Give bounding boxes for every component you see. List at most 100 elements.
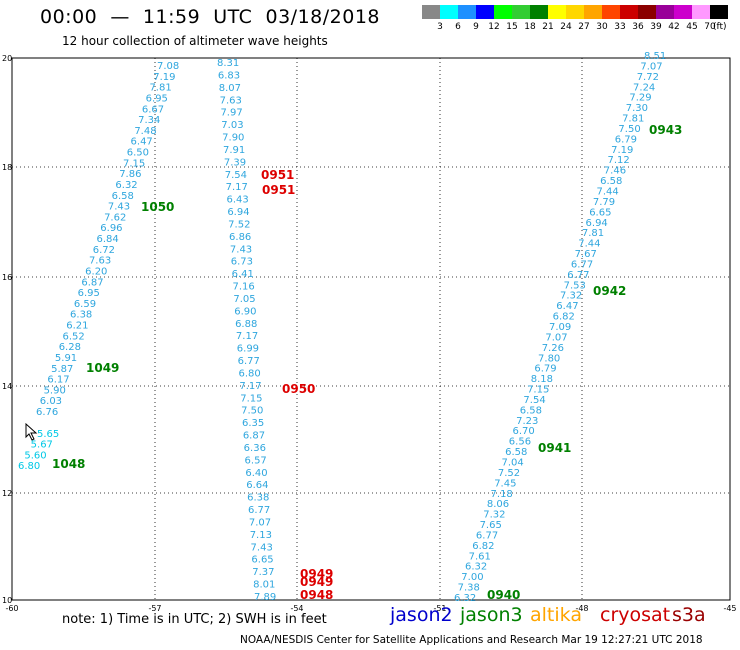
wave-height-value: 6.87 <box>243 431 265 442</box>
wave-height-value: 7.45 <box>494 478 516 489</box>
wave-height-value: 6.82 <box>553 312 575 323</box>
wave-height-value: 7.43 <box>108 202 130 213</box>
wave-height-value: 7.15 <box>527 385 549 396</box>
wave-height-value: 7.00 <box>461 572 483 583</box>
legend-swatch <box>656 5 674 19</box>
wave-height-value: 6.21 <box>66 321 88 332</box>
wave-height-value: 7.34 <box>138 115 160 126</box>
x-tick-label: -51 <box>433 604 446 613</box>
pass-time-label: 1050 <box>141 200 174 214</box>
legend-label: 24 <box>560 22 572 32</box>
wave-height-value: 7.18 <box>491 489 513 500</box>
wave-height-value: 6.52 <box>62 331 84 342</box>
wave-height-value: 6.80 <box>18 461 40 472</box>
legend-label: 33 <box>614 22 626 32</box>
wave-height-value: 6.58 <box>505 447 527 458</box>
satellite-name-s3a: s3a <box>672 604 706 626</box>
legend-swatch <box>494 5 512 19</box>
wave-height-value: 8.07 <box>219 83 241 94</box>
wave-height-value: 6.96 <box>100 223 122 234</box>
wave-height-value: 7.30 <box>626 103 648 114</box>
wave-height-value: 7.17 <box>236 331 258 342</box>
legend-label: 45 <box>686 22 698 32</box>
wave-height-value: 7.09 <box>549 322 571 333</box>
wave-height-value: 6.86 <box>229 232 251 243</box>
wave-height-value: 7.81 <box>149 83 171 94</box>
wave-height-value: 6.72 <box>93 245 115 256</box>
pass-time-label: 0950 <box>282 382 315 396</box>
legend-label: 15 <box>506 22 518 32</box>
legend-swatch <box>512 5 530 19</box>
wave-height-value: 7.54 <box>523 395 545 406</box>
wave-height-value: 7.91 <box>223 145 245 156</box>
wave-height-value: 8.18 <box>531 374 553 385</box>
wave-height-value: 6.65 <box>589 207 611 218</box>
legend-label: 9 <box>473 22 479 32</box>
satellite-name-cryosat: cryosat <box>600 604 671 626</box>
wave-height-value: 7.05 <box>233 294 255 305</box>
wave-height-value: 5.91 <box>55 353 77 364</box>
wave-height-value: 7.15 <box>240 393 262 404</box>
y-tick-label: 10 <box>2 596 12 605</box>
wave-height-value: 8.31 <box>217 58 239 69</box>
wave-height-value: 6.35 <box>242 418 264 429</box>
footer-credit: NOAA/NESDIS Center for Satellite Applica… <box>240 634 703 646</box>
wave-height-value: 6.40 <box>245 468 267 479</box>
wave-height-value: 7.72 <box>637 72 659 83</box>
legend-swatch <box>710 5 728 19</box>
y-tick-label: 16 <box>2 273 12 282</box>
legend-label: 36 <box>632 22 644 32</box>
legend-swatch <box>530 5 548 19</box>
wave-height-value: 7.80 <box>538 353 560 364</box>
wave-height-value: 7.03 <box>221 120 243 131</box>
pass-time-label: 0949 <box>300 575 333 589</box>
legend-swatch <box>458 5 476 19</box>
wave-height-value: 8.51 <box>644 51 666 62</box>
wave-height-value: 7.44 <box>578 239 600 250</box>
pass-time-label: 0942 <box>593 284 626 298</box>
wave-height-value: 7.97 <box>220 108 242 119</box>
wave-height-value: 6.41 <box>232 269 254 280</box>
legend-label: 18 <box>524 22 536 32</box>
wave-height-value: 5.60 <box>24 450 46 461</box>
pass-time-label: 0951 <box>262 183 295 197</box>
wave-height-value: 6.28 <box>59 342 81 353</box>
wave-height-value: 7.17 <box>239 381 261 392</box>
wave-height-value: 7.07 <box>640 61 662 72</box>
wave-height-value: 7.46 <box>604 166 626 177</box>
satellite-name-jason2: jason2 <box>390 604 453 626</box>
wave-height-value: 7.17 <box>226 182 248 193</box>
wave-height-value: 6.79 <box>534 364 556 375</box>
legend-label: 42 <box>668 22 680 32</box>
wave-height-value: 7.50 <box>241 406 263 417</box>
wave-height-value: 7.81 <box>622 114 644 125</box>
pass-time-label: 0941 <box>538 441 571 455</box>
wave-height-value: 6.50 <box>127 148 149 159</box>
wave-height-value: 6.59 <box>74 299 96 310</box>
y-tick-label: 14 <box>2 382 12 391</box>
wave-height-value: 7.32 <box>483 510 505 521</box>
wave-height-value: 6.79 <box>615 134 637 145</box>
legend-label: 6 <box>455 22 461 32</box>
legend-swatch <box>566 5 584 19</box>
legend-swatch <box>638 5 656 19</box>
y-tick-label: 18 <box>2 163 12 172</box>
wave-height-value: 7.67 <box>575 249 597 260</box>
wave-height-value: 7.54 <box>225 170 247 181</box>
wave-height-value: 6.83 <box>218 70 240 81</box>
wave-height-value: 6.70 <box>512 426 534 437</box>
wave-height-value: 6.47 <box>556 301 578 312</box>
wave-height-value: 7.08 <box>157 61 179 72</box>
wave-height-value: 7.24 <box>633 82 655 93</box>
wave-height-value: 7.29 <box>629 93 651 104</box>
wave-height-value: 6.58 <box>520 405 542 416</box>
page-subtitle: 12 hour collection of altimeter wave hei… <box>62 34 328 48</box>
wave-height-value: 7.39 <box>224 157 246 168</box>
wave-height-value: 6.77 <box>567 270 589 281</box>
legend-swatch <box>476 5 494 19</box>
legend-swatch <box>602 5 620 19</box>
wave-height-value: 7.15 <box>123 158 145 169</box>
wave-height-value: 6.99 <box>237 344 259 355</box>
legend-label: 70 <box>704 22 716 32</box>
